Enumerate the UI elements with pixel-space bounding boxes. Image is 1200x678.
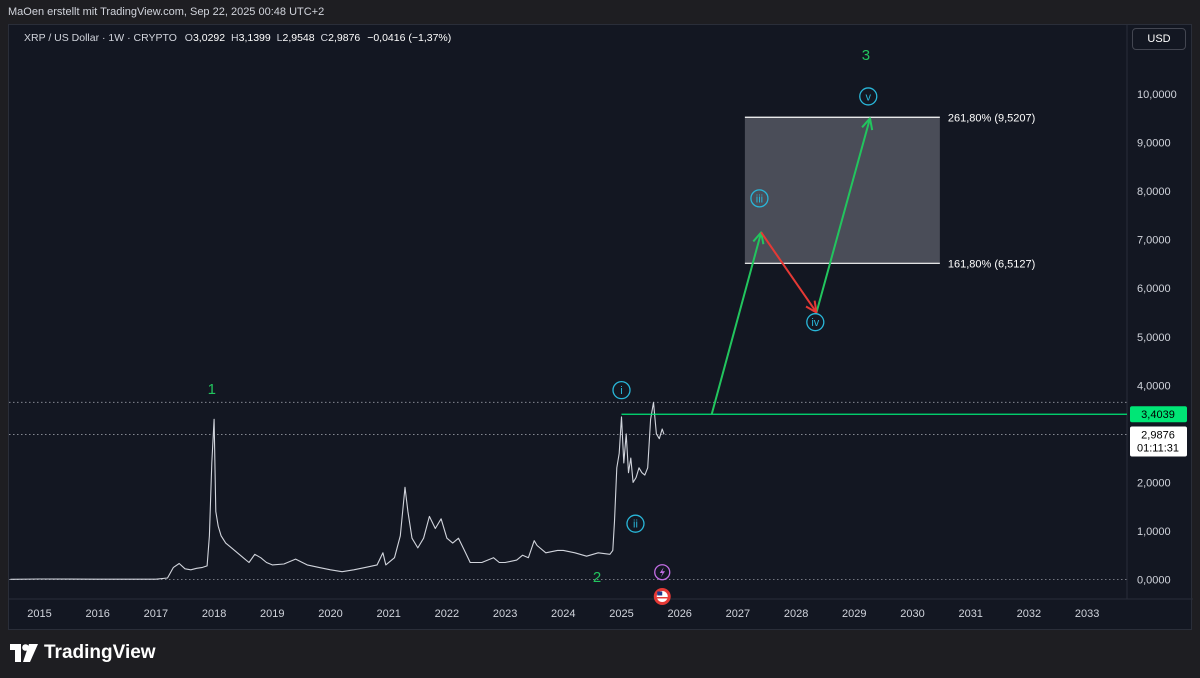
symbol-header: XRP / US Dollar · 1W · CRYPTO O3,0292 H3… <box>24 32 451 44</box>
fib-level-low-label: 161,80% (6,5127) <box>948 258 1035 270</box>
open-label: O <box>184 32 193 44</box>
y-tick-label: 4,0000 <box>1137 380 1171 392</box>
high-value: 3,1399 <box>238 32 271 44</box>
wave-label-circle <box>612 381 631 400</box>
wave-label-ii: ii <box>633 519 638 531</box>
us-flag-canton <box>657 591 663 596</box>
x-tick-label: 2015 <box>27 608 51 620</box>
us-flag-stripe <box>656 596 668 599</box>
x-tick-label: 2026 <box>667 608 691 620</box>
projection-arrow-red-head <box>805 300 818 314</box>
chart-frame[interactable]: 0,00001,00002,00003,00004,00005,00006,00… <box>8 24 1193 631</box>
wave-label-v: v <box>866 91 872 103</box>
wave-label-iii: iii <box>756 193 763 205</box>
footer: TradingView <box>0 630 1200 678</box>
last-price-label: 2,9876 <box>1141 429 1175 441</box>
x-tick-label: 2029 <box>842 608 866 620</box>
x-tick-label: 2032 <box>1017 608 1041 620</box>
wave-label-3: 3 <box>862 47 870 64</box>
currency-button[interactable]: USD <box>1132 28 1186 50</box>
projection-arrow-green[interactable] <box>815 118 871 313</box>
resistance-price-badge <box>1130 406 1187 423</box>
x-tick-label: 2022 <box>435 608 459 620</box>
x-tick-label: 2019 <box>260 608 284 620</box>
y-tick-label: 10,0000 <box>1137 89 1177 101</box>
tradingview-logo[interactable]: TradingView <box>10 642 156 664</box>
wave-label-circle <box>806 313 825 332</box>
projection-arrow-green-head <box>861 117 874 131</box>
wave-label-iv: iv <box>811 317 819 329</box>
fib-level-high-label: 261,80% (9,5207) <box>948 112 1035 124</box>
x-tick-label: 2027 <box>726 608 750 620</box>
y-tick-label: 2,0000 <box>1137 477 1171 489</box>
wave-label-circle <box>859 87 878 106</box>
x-tick-label: 2028 <box>784 608 808 620</box>
projection-arrow-green[interactable] <box>710 232 763 415</box>
x-tick-label: 2021 <box>376 608 400 620</box>
chart-credit: MaOen erstellt mit TradingView.com, Sep … <box>8 6 325 18</box>
price-series-line <box>10 401 665 580</box>
close-value: 2,9876 <box>328 32 361 44</box>
x-tick-label: 2031 <box>958 608 982 620</box>
y-tick-label: 6,0000 <box>1137 283 1171 295</box>
x-tick-label: 2023 <box>493 608 517 620</box>
lightning-glyph <box>659 567 666 578</box>
low-value: 2,9548 <box>282 32 315 44</box>
y-tick-label: 1,0000 <box>1137 526 1171 538</box>
wave-label-i: i <box>620 385 622 397</box>
y-tick-label: 9,0000 <box>1137 138 1171 150</box>
tradingview-logo-icon <box>10 644 38 662</box>
wave-label-circle <box>626 514 645 533</box>
wave-label-2: 2 <box>593 569 601 586</box>
fibonacci-box[interactable] <box>744 117 940 264</box>
x-tick-label: 2024 <box>551 608 575 620</box>
x-tick-label: 2033 <box>1075 608 1099 620</box>
y-tick-label: 0,0000 <box>1137 575 1171 587</box>
price-chart[interactable]: 0,00001,00002,00003,00004,00005,00006,00… <box>9 25 1193 631</box>
x-tick-label: 2025 <box>609 608 633 620</box>
high-label: H <box>231 32 239 44</box>
low-label: L <box>276 32 283 44</box>
x-tick-label: 2030 <box>900 608 924 620</box>
last-price-badge <box>1130 426 1187 457</box>
symbol-name: XRP / US Dollar · 1W · CRYPTO <box>24 32 177 44</box>
x-tick-label: 2017 <box>144 608 168 620</box>
top-bar: MaOen erstellt mit TradingView.com, Sep … <box>0 0 1200 24</box>
resistance-price-label: 3,4039 <box>1141 409 1175 421</box>
brand-name: TradingView <box>44 642 156 663</box>
projection-arrow-red[interactable] <box>760 231 818 314</box>
wave-label-circle <box>750 189 769 208</box>
x-tick-label: 2018 <box>202 608 226 620</box>
change-value: −0,0416 (−1,37%) <box>367 32 452 44</box>
y-tick-label: 7,0000 <box>1137 235 1171 247</box>
bar-countdown-label: 01:11:31 <box>1137 442 1179 454</box>
open-value: 3,0292 <box>192 32 226 44</box>
wave-label-1: 1 <box>208 381 216 398</box>
x-tick-label: 2016 <box>85 608 109 620</box>
x-tick-label: 2020 <box>318 608 342 620</box>
y-tick-label: 5,0000 <box>1137 332 1171 344</box>
y-tick-label: 8,0000 <box>1137 186 1171 198</box>
close-label: C <box>320 32 329 44</box>
